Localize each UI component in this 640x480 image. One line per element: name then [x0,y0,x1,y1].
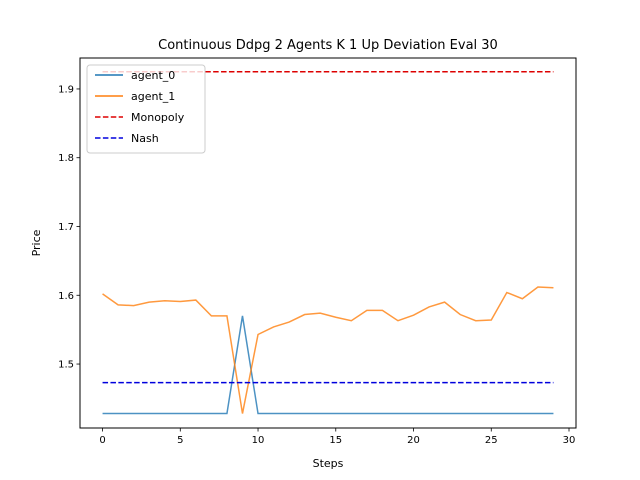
x-tick-label: 15 [329,435,342,446]
x-tick-label: 20 [407,435,420,446]
x-axis-label: Steps [313,457,344,470]
legend-label: agent_0 [131,69,175,82]
legend-box [86,64,206,154]
y-axis-label: Price [30,229,43,256]
x-tick-label: 10 [252,435,265,446]
axes-frame [79,57,577,429]
y-tick-label: 1.9 [58,84,74,95]
legend: agent_0 agent_1 Monopoly Nash [86,64,206,154]
legend-label: Monopoly [131,111,185,124]
x-tick-label: 30 [563,435,576,446]
legend-label: agent_1 [131,90,175,103]
y-tick-label: 1.6 [58,291,74,302]
y-tick-label: 1.7 [58,222,74,233]
chart-title: Continuous Ddpg 2 Agents K 1 Up Deviatio… [158,38,498,53]
series-line-agent-0 [102,315,554,415]
x-tick-label: 5 [177,435,183,446]
axis-ticks: 0 5 10 15 20 25 30 1.5 1.6 1.7 1.8 1.9 [58,84,575,446]
legend-label: Nash [131,132,159,145]
x-tick-label: 25 [485,435,498,446]
x-tick-label: 0 [99,435,105,446]
series-line-agent-1 [102,286,554,414]
y-tick-label: 1.5 [58,360,74,371]
y-tick-label: 1.8 [58,153,74,164]
